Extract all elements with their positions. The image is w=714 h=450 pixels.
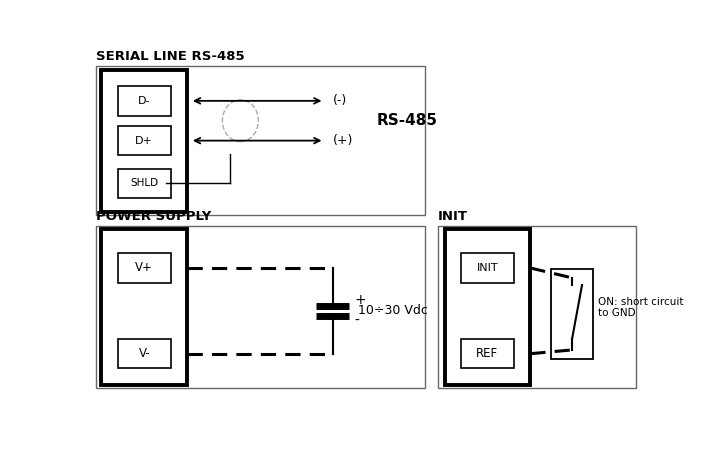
- Text: D-: D-: [138, 96, 151, 106]
- Bar: [118, 339, 171, 369]
- Bar: [118, 86, 171, 116]
- Text: REF: REF: [476, 347, 498, 360]
- Text: V+: V+: [136, 261, 154, 274]
- Bar: [438, 225, 636, 388]
- Bar: [461, 339, 513, 369]
- Text: INIT: INIT: [476, 263, 498, 273]
- Text: INIT: INIT: [438, 210, 468, 223]
- Text: RS-485: RS-485: [377, 113, 438, 128]
- Text: SERIAL LINE RS-485: SERIAL LINE RS-485: [96, 50, 244, 63]
- Text: V-: V-: [139, 347, 150, 360]
- Bar: [461, 253, 513, 283]
- Bar: [118, 126, 171, 155]
- Bar: [96, 66, 425, 215]
- Text: +: +: [355, 293, 366, 307]
- Bar: [118, 253, 171, 283]
- Bar: [101, 229, 187, 385]
- Text: POWER SUPPLY: POWER SUPPLY: [96, 210, 211, 223]
- Text: -: -: [355, 314, 360, 328]
- Bar: [101, 70, 187, 211]
- Text: ON: short circuit
to GND: ON: short circuit to GND: [598, 297, 684, 318]
- Bar: [96, 225, 425, 388]
- Text: (+): (+): [333, 134, 353, 147]
- Text: (-): (-): [333, 94, 347, 108]
- Bar: [118, 168, 171, 198]
- Text: 10÷30 Vdc: 10÷30 Vdc: [358, 304, 428, 317]
- Text: D+: D+: [136, 135, 154, 146]
- Bar: [445, 229, 531, 385]
- Bar: [551, 269, 593, 359]
- Text: SHLD: SHLD: [130, 178, 159, 188]
